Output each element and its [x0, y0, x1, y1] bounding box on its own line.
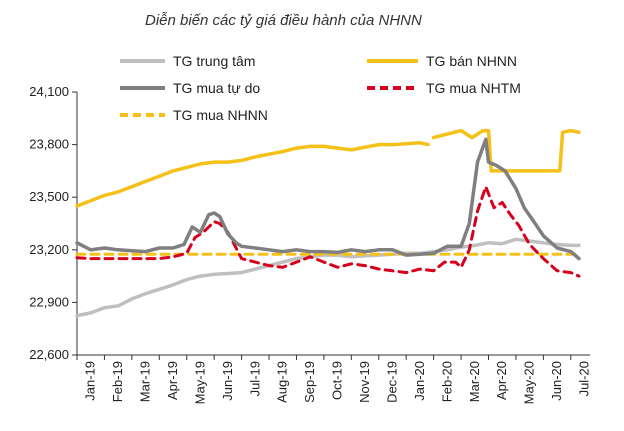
- x-tick-label: Apr-20: [494, 361, 509, 400]
- x-tick-label: Dec-19: [384, 361, 399, 403]
- x-tick-label: Apr-19: [165, 361, 180, 400]
- y-tick-label: 22,600: [29, 347, 69, 362]
- x-tick-label: May-19: [192, 361, 207, 404]
- x-tick-label: Oct-19: [330, 361, 345, 400]
- x-tick-label: Feb-20: [439, 361, 454, 402]
- x-tick-label: Jan-19: [83, 361, 98, 401]
- y-tick-label: 23,200: [29, 242, 69, 257]
- x-tick-label: Jun-19: [220, 361, 235, 401]
- x-tick-label: Sep-19: [302, 361, 317, 403]
- y-tick-label: 22,900: [29, 294, 69, 309]
- series-line: [75, 137, 581, 261]
- axes: 22,600 22,900 23,200 23,500 23,800 24,100 Jan-…: [29, 84, 591, 404]
- y-tick-label: 24,100: [29, 84, 69, 99]
- x-tick-label: Jul-20: [577, 361, 592, 396]
- x-tick-label: May-20: [522, 361, 537, 404]
- x-tick-label: Jan-20: [412, 361, 427, 401]
- x-tick-label: Nov-19: [357, 361, 372, 403]
- series-layer: [75, 128, 581, 318]
- legend-label: TG mua NHNN: [173, 107, 268, 123]
- legend: TG trung tâm TG bán NHNN TG mua tự do TG mu…: [120, 53, 521, 123]
- x-tick-label: Mar-19: [138, 361, 153, 402]
- legend-label: TG trung tâm: [173, 53, 255, 69]
- x-tick-label: Jul-19: [247, 361, 262, 396]
- legend-label: TG mua tự do: [173, 80, 260, 96]
- series-line: [431, 128, 581, 173]
- legend-label: TG mua NHTM: [426, 80, 521, 96]
- series-line: [75, 185, 581, 278]
- x-tick-label: Aug-19: [275, 361, 290, 403]
- x-tick-label: Jun-20: [549, 361, 564, 401]
- legend-label: TG bán NHNN: [426, 53, 517, 69]
- chart-title: Diễn biến các tỷ giá điều hành của NHNN: [145, 12, 422, 29]
- x-tick-label: Feb-19: [110, 361, 125, 402]
- y-tick-label: 23,500: [29, 189, 69, 204]
- series-line: [75, 141, 430, 208]
- x-tick-label: Mar-20: [467, 361, 482, 402]
- y-tick-label: 23,800: [29, 137, 69, 152]
